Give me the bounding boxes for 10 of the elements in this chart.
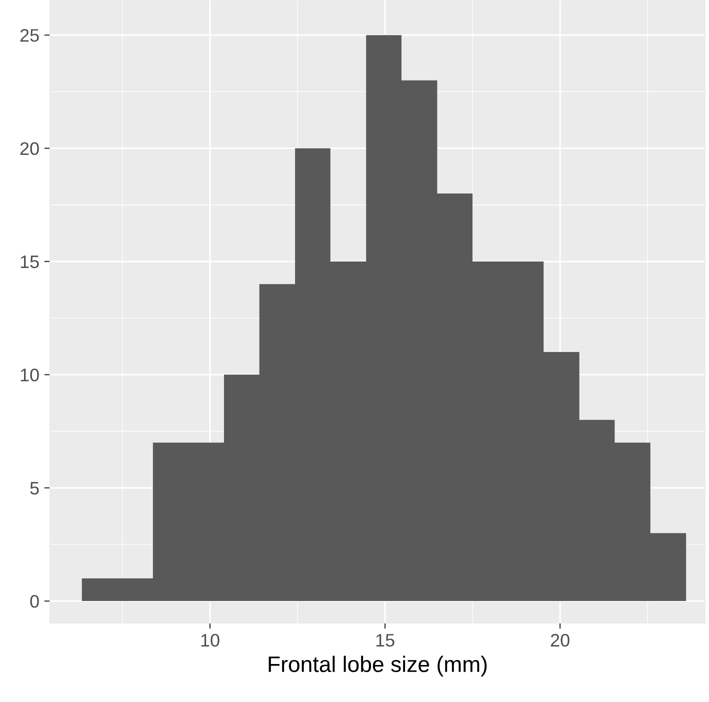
x-axis-title: Frontal lobe size (mm) <box>268 656 487 677</box>
y-tick-label: 5 <box>30 482 39 495</box>
x-tick-label: 15 <box>376 634 394 647</box>
y-tick-label: 0 <box>30 594 39 608</box>
y-tick-label: 20 <box>20 142 39 155</box>
x-tick-label: 10 <box>201 634 220 647</box>
y-tick-label: 15 <box>20 256 39 268</box>
x-tick-label: 20 <box>550 634 570 647</box>
y-tick-label: 10 <box>20 368 39 382</box>
y-tick-label: 25 <box>20 29 39 42</box>
